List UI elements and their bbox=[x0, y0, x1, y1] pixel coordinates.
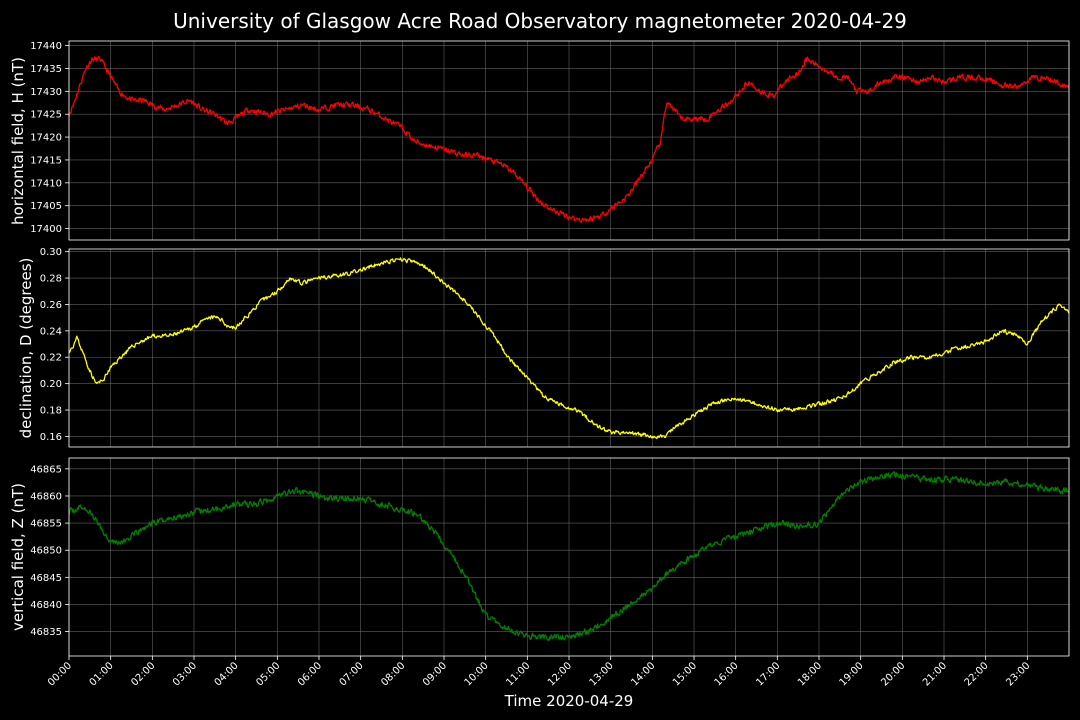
y-tick-label: 46840 bbox=[30, 600, 62, 611]
x-tick-label: 22:00 bbox=[963, 660, 991, 688]
y-tick-label: 17400 bbox=[30, 224, 62, 235]
y-tick-label: 46835 bbox=[30, 627, 62, 638]
x-tick-label: 16:00 bbox=[713, 660, 741, 688]
y-tick-label: 17440 bbox=[30, 41, 62, 52]
x-axis-ticks: 00:00 01:00 02:00 03:00 04:00 05:00 06:00 07:00… bbox=[46, 656, 1032, 689]
x-tick-label: 13:00 bbox=[588, 660, 616, 688]
x-tick-label: 03:00 bbox=[171, 660, 199, 688]
y-tick-label: 0.30 bbox=[40, 247, 62, 258]
x-tick-label: 02:00 bbox=[129, 660, 157, 688]
x-tick-label: 20:00 bbox=[879, 660, 907, 688]
y-tick-label: 0.24 bbox=[40, 326, 62, 337]
y-tick-label: 17425 bbox=[30, 110, 62, 121]
y-axis-label-h: horizontal field, H (nT) bbox=[9, 57, 27, 225]
y-tick-label: 46845 bbox=[30, 573, 62, 584]
grid-lines bbox=[68, 41, 1070, 240]
y-tick-label: 0.26 bbox=[40, 300, 62, 311]
x-tick-label: 07:00 bbox=[338, 660, 366, 688]
y-axis-label-z: vertical field, Z (nT) bbox=[9, 483, 27, 631]
x-tick-label: 05:00 bbox=[254, 660, 282, 688]
plot-frame bbox=[68, 40, 1070, 241]
figure-title: University of Glasgow Acre Road Observat… bbox=[173, 9, 907, 33]
y-tick-label: 17435 bbox=[30, 64, 62, 75]
x-tick-label: 01:00 bbox=[88, 660, 116, 688]
y-tick-label: 46850 bbox=[30, 546, 62, 557]
x-tick-label: 12:00 bbox=[546, 660, 574, 688]
x-tick-label: 17:00 bbox=[754, 660, 782, 688]
y-tick-label: 17410 bbox=[30, 178, 62, 189]
grid-lines bbox=[68, 458, 1070, 656]
y-tick-label: 0.18 bbox=[40, 406, 62, 417]
x-tick-label: 04:00 bbox=[213, 660, 241, 688]
y-tick-label: 46855 bbox=[30, 519, 62, 530]
panel-vertical-field: vertical field, Z (nT) 46835 46840 46845 46… bbox=[9, 457, 1070, 657]
y-tick-label: 46865 bbox=[30, 464, 62, 475]
panel-declination: declination, D (degrees) 0.16 0.18 0.20 0.2… bbox=[17, 247, 1070, 448]
series-line bbox=[68, 55, 1070, 224]
y-tick-label: 0.22 bbox=[40, 353, 62, 364]
x-tick-label: 21:00 bbox=[921, 660, 949, 688]
grid-lines bbox=[68, 249, 1070, 447]
y-tick-label: 46860 bbox=[30, 491, 62, 502]
x-tick-label: 18:00 bbox=[796, 660, 824, 688]
x-tick-label: 14:00 bbox=[629, 660, 657, 688]
panel-horizontal-field: horizontal field, H (nT) 17400 17405 17410… bbox=[9, 40, 1070, 241]
series-line bbox=[68, 257, 1070, 440]
x-tick-label: 06:00 bbox=[296, 660, 324, 688]
y-tick-label: 0.20 bbox=[40, 379, 62, 390]
y-tick-label: 17420 bbox=[30, 133, 62, 144]
x-tick-label: 19:00 bbox=[838, 660, 866, 688]
x-tick-label: 10:00 bbox=[463, 660, 491, 688]
plot-frame bbox=[68, 248, 1070, 448]
x-tick-label: 08:00 bbox=[379, 660, 407, 688]
y-tick-label: 0.16 bbox=[40, 432, 62, 443]
y-tick-label: 17415 bbox=[30, 155, 62, 166]
y-tick-label: 17430 bbox=[30, 87, 62, 98]
x-tick-label: 15:00 bbox=[671, 660, 699, 688]
x-tick-label: 11:00 bbox=[504, 660, 532, 688]
y-tick-label: 17405 bbox=[30, 201, 62, 212]
y-axis-label-d: declination, D (degrees) bbox=[17, 258, 35, 439]
x-tick-label: 09:00 bbox=[421, 660, 449, 688]
x-tick-label: 00:00 bbox=[46, 660, 74, 688]
series-line bbox=[68, 470, 1070, 642]
x-tick-label: 23:00 bbox=[1004, 660, 1032, 688]
x-axis-label: Time 2020-04-29 bbox=[504, 692, 634, 710]
y-tick-label: 0.28 bbox=[40, 274, 62, 285]
